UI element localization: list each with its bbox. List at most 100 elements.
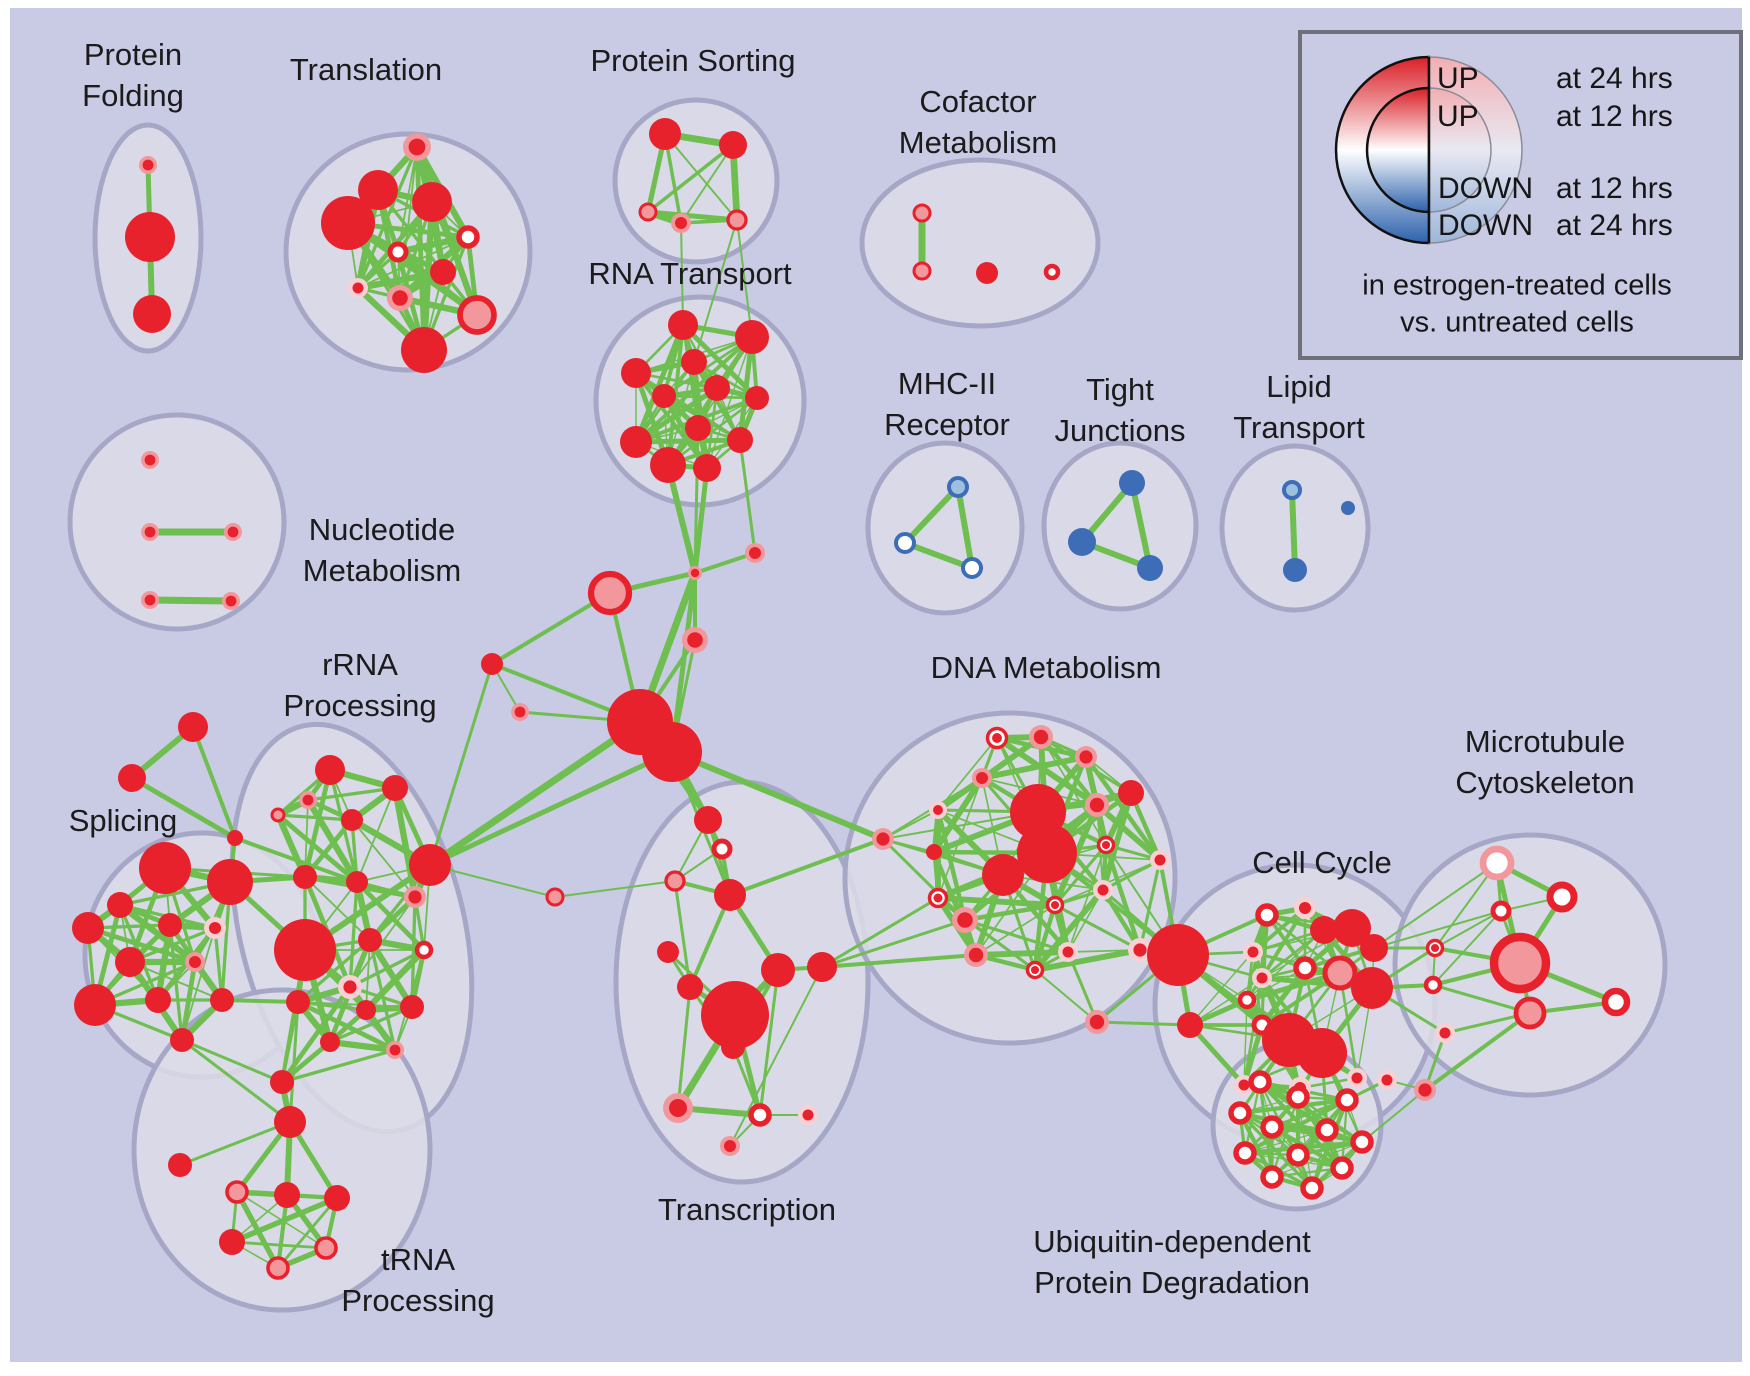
cluster-label-dna-metabolism: DNA Metabolism: [931, 650, 1162, 685]
gene-node: [807, 952, 837, 982]
gene-node: [1017, 823, 1077, 883]
edge: [962, 902, 1058, 923]
gene-node-core: [1050, 900, 1060, 910]
gene-node: [207, 859, 253, 905]
gene-node: [926, 844, 942, 860]
edge: [275, 812, 360, 885]
gene-node: [481, 653, 503, 675]
edge: [1188, 1023, 1246, 1087]
gene-node: [657, 941, 679, 963]
edge: [394, 233, 472, 256]
edge: [280, 1048, 397, 1084]
gene-node: [1248, 1070, 1272, 1094]
edge: [738, 438, 757, 555]
gene-node: [726, 209, 748, 231]
gene-node: [1119, 470, 1145, 496]
cluster-label-rna-transport: RNA Transport: [588, 256, 792, 291]
edge: [669, 570, 698, 755]
edge: [357, 236, 469, 289]
gene-node-core: [1351, 1072, 1363, 1084]
edge: [296, 938, 372, 1004]
edge: [146, 596, 235, 605]
edge: [1434, 910, 1502, 949]
edge: [180, 1038, 284, 1084]
edge: [973, 949, 1071, 958]
gene-node: [1228, 1101, 1252, 1125]
gene-node: [170, 1028, 194, 1052]
gene-node: [1350, 1130, 1374, 1154]
network-layers: Protein Folding Translation Protein Sorting…: [10, 8, 1743, 1362]
edge: [758, 968, 780, 1117]
edge: [1271, 1099, 1348, 1178]
cluster-label-splicing: Splicing: [69, 803, 178, 838]
edge: [213, 926, 224, 1002]
edge: [820, 918, 967, 969]
legend-wheel-left-half: [1365, 86, 1431, 214]
edge: [180, 1038, 292, 1124]
edge: [688, 893, 732, 989]
gene-node: [341, 809, 363, 831]
gene-node: [219, 1229, 245, 1255]
gene-node-core: [724, 1140, 736, 1152]
gene-node-core: [1430, 943, 1440, 953]
gene-node: [1300, 1176, 1324, 1200]
cluster-label-tight-junctions: Tight: [1086, 372, 1154, 407]
edge: [931, 775, 985, 855]
gene-node: [168, 1153, 192, 1177]
gene-node: [270, 807, 286, 823]
gene-node-core: [352, 282, 364, 294]
edge: [348, 880, 359, 989]
edge: [673, 879, 692, 989]
gene-node-core: [144, 454, 156, 466]
gene-node: [1237, 990, 1257, 1010]
gene-node: [358, 928, 382, 952]
gene-node: [274, 1182, 300, 1208]
edge: [669, 749, 886, 842]
edge: [736, 219, 753, 338]
gene-node: [748, 1103, 772, 1127]
cluster-label-tight-junctions: Junctions: [1055, 413, 1186, 448]
cluster-label-microtubule-cytoskeleton: Microtubule: [1465, 724, 1625, 759]
gene-node: [912, 203, 932, 223]
cluster-label-cell-cycle: Cell Cycle: [1252, 845, 1392, 880]
gene-node: [1147, 924, 1209, 986]
gene-node: [387, 241, 409, 263]
gene-node: [638, 202, 658, 222]
gene-node: [409, 844, 451, 886]
gene-node-core: [968, 947, 984, 963]
gene-node: [74, 984, 116, 1026]
gene-node: [1546, 881, 1578, 913]
cluster-label-protein-folding: Protein: [84, 37, 182, 72]
gene-node-core: [1133, 943, 1147, 957]
gene-node-core: [1101, 840, 1111, 850]
gene-node-core: [208, 921, 222, 935]
gene-node-core: [227, 526, 239, 538]
gene-node-core: [669, 1099, 687, 1117]
edge: [728, 837, 885, 897]
gene-node: [1322, 955, 1358, 991]
gene-node: [358, 170, 398, 210]
cluster-label-lipid-transport: Transport: [1233, 410, 1365, 445]
gene-node: [1360, 934, 1388, 962]
legend-footer-line1: in estrogen-treated cells: [1362, 270, 1672, 302]
edge: [665, 462, 698, 576]
edge: [935, 895, 1058, 908]
edge: [1103, 842, 1143, 953]
edge: [326, 1038, 399, 1054]
gene-node: [1260, 1165, 1284, 1189]
cluster-label-trna-processing: Processing: [341, 1283, 494, 1318]
gene-node: [158, 913, 182, 937]
gene-node: [735, 320, 769, 354]
gene-node-core: [189, 956, 201, 968]
edge: [693, 551, 757, 575]
gene-node: [711, 838, 733, 860]
gene-node: [693, 454, 721, 482]
gene-node: [266, 1256, 290, 1280]
cluster-label-rrna-processing: rRNA: [322, 647, 398, 682]
gene-node-core: [1079, 750, 1093, 764]
gene-node: [125, 212, 175, 262]
gene-node-core: [687, 632, 703, 648]
gene-node: [1255, 903, 1279, 927]
edge: [692, 465, 710, 576]
